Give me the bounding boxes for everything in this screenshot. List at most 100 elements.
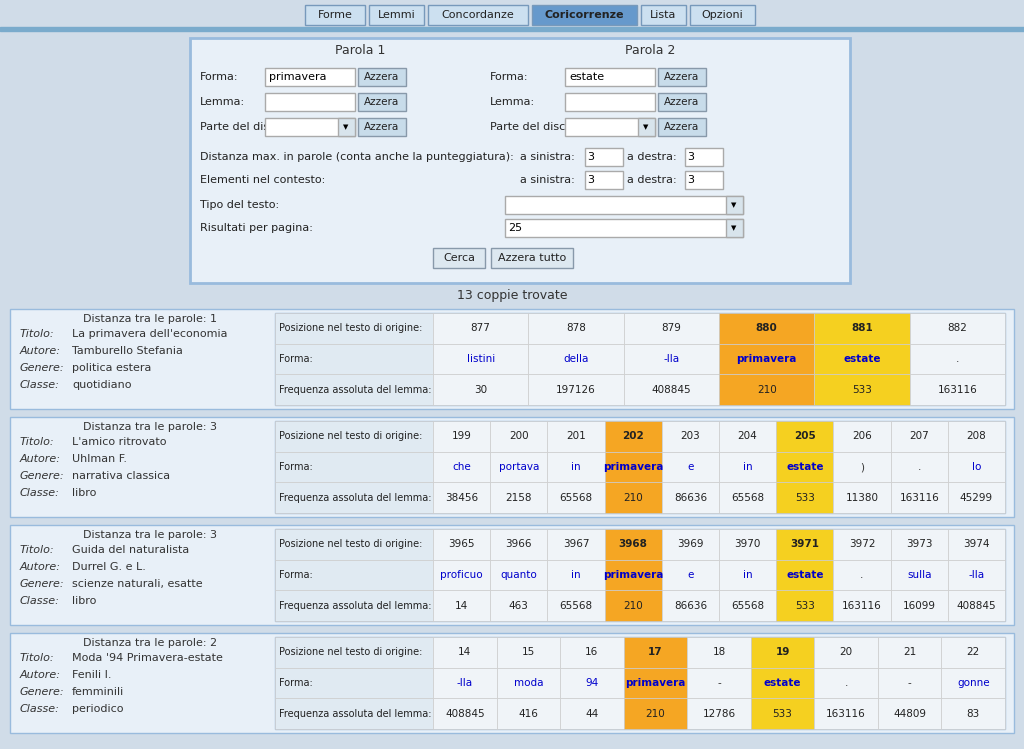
Bar bbox=[751, 667, 814, 698]
Text: portava: portava bbox=[499, 462, 539, 472]
Bar bbox=[878, 698, 941, 729]
Bar bbox=[265, 93, 355, 111]
Bar bbox=[604, 590, 662, 621]
Text: 163116: 163116 bbox=[826, 709, 866, 719]
Bar bbox=[776, 560, 834, 590]
Bar bbox=[548, 529, 604, 560]
Bar bbox=[265, 118, 355, 136]
Bar bbox=[433, 560, 490, 590]
Bar bbox=[0, 0, 1024, 30]
Text: 3965: 3965 bbox=[449, 539, 475, 549]
Text: della: della bbox=[563, 354, 589, 364]
Bar bbox=[532, 5, 637, 25]
Text: 19: 19 bbox=[775, 647, 790, 658]
Text: moda: moda bbox=[514, 678, 543, 688]
Bar bbox=[814, 313, 909, 344]
Bar bbox=[548, 482, 604, 513]
Text: 210: 210 bbox=[624, 601, 643, 610]
Bar bbox=[585, 171, 623, 189]
Text: 94: 94 bbox=[586, 678, 598, 688]
Text: 3: 3 bbox=[687, 175, 694, 185]
Text: in: in bbox=[571, 570, 581, 580]
Bar bbox=[662, 421, 719, 452]
Text: Azzera: Azzera bbox=[365, 72, 399, 82]
Bar bbox=[275, 482, 433, 513]
Bar bbox=[548, 421, 604, 452]
Bar bbox=[528, 344, 624, 374]
Text: estate: estate bbox=[786, 462, 823, 472]
Bar bbox=[275, 529, 1005, 621]
Text: Azzera: Azzera bbox=[365, 97, 399, 107]
Text: Titolo:: Titolo: bbox=[20, 545, 54, 555]
Text: Classe:: Classe: bbox=[20, 704, 59, 714]
Text: 197126: 197126 bbox=[556, 385, 596, 395]
Bar bbox=[662, 529, 719, 560]
Bar bbox=[878, 637, 941, 667]
Text: 879: 879 bbox=[662, 324, 681, 333]
Text: a sinistra:: a sinistra: bbox=[520, 175, 574, 185]
Text: 880: 880 bbox=[756, 324, 777, 333]
Bar bbox=[10, 633, 1014, 733]
Text: 13 coppie trovate: 13 coppie trovate bbox=[457, 290, 567, 303]
Text: 3969: 3969 bbox=[677, 539, 703, 549]
Bar bbox=[275, 421, 1005, 513]
Text: Lista: Lista bbox=[650, 10, 677, 20]
Bar bbox=[190, 38, 850, 283]
Bar bbox=[891, 529, 948, 560]
Text: Fenili I.: Fenili I. bbox=[72, 670, 112, 680]
Bar bbox=[275, 421, 433, 452]
Text: Lemma:: Lemma: bbox=[490, 97, 536, 107]
Text: 201: 201 bbox=[566, 431, 586, 441]
Text: 3971: 3971 bbox=[791, 539, 819, 549]
Text: 533: 533 bbox=[773, 709, 793, 719]
Text: ): ) bbox=[860, 462, 864, 472]
Bar bbox=[814, 637, 878, 667]
Text: Frequenza assoluta del lemma:: Frequenza assoluta del lemma: bbox=[279, 493, 431, 503]
Bar bbox=[275, 637, 1005, 729]
Text: a destra:: a destra: bbox=[627, 152, 677, 162]
Text: 11380: 11380 bbox=[846, 493, 879, 503]
Bar bbox=[490, 248, 573, 268]
Text: Autore:: Autore: bbox=[20, 454, 61, 464]
Text: 205: 205 bbox=[794, 431, 816, 441]
Bar bbox=[690, 5, 755, 25]
Bar bbox=[834, 421, 891, 452]
Text: 44: 44 bbox=[586, 709, 598, 719]
Bar bbox=[948, 482, 1005, 513]
Text: 210: 210 bbox=[645, 709, 666, 719]
Bar bbox=[719, 482, 776, 513]
Bar bbox=[358, 68, 406, 86]
Text: femminili: femminili bbox=[72, 687, 124, 697]
Text: estate: estate bbox=[843, 354, 881, 364]
Bar bbox=[433, 344, 528, 374]
Text: 206: 206 bbox=[852, 431, 871, 441]
Text: Uhlman F.: Uhlman F. bbox=[72, 454, 127, 464]
Text: 2158: 2158 bbox=[506, 493, 532, 503]
Text: Concordanze: Concordanze bbox=[441, 10, 514, 20]
Bar bbox=[275, 637, 433, 667]
Text: a sinistra:: a sinistra: bbox=[520, 152, 574, 162]
Bar bbox=[814, 344, 909, 374]
Text: in: in bbox=[571, 462, 581, 472]
Text: primavera: primavera bbox=[626, 678, 686, 688]
Bar bbox=[490, 529, 548, 560]
Bar bbox=[948, 421, 1005, 452]
Bar bbox=[719, 421, 776, 452]
Text: primavera: primavera bbox=[736, 354, 797, 364]
Bar bbox=[624, 698, 687, 729]
Text: 199: 199 bbox=[452, 431, 471, 441]
Text: Frequenza assoluta del lemma:: Frequenza assoluta del lemma: bbox=[279, 709, 431, 719]
Text: Genere:: Genere: bbox=[20, 687, 65, 697]
Bar bbox=[776, 452, 834, 482]
Bar bbox=[878, 667, 941, 698]
Text: in: in bbox=[742, 570, 753, 580]
Text: Azzera: Azzera bbox=[665, 72, 699, 82]
Bar bbox=[662, 560, 719, 590]
Bar bbox=[638, 118, 655, 136]
Bar bbox=[433, 452, 490, 482]
Text: 65568: 65568 bbox=[559, 493, 593, 503]
Text: 3: 3 bbox=[587, 175, 594, 185]
Text: 416: 416 bbox=[518, 709, 539, 719]
Bar bbox=[658, 118, 706, 136]
Bar bbox=[834, 482, 891, 513]
